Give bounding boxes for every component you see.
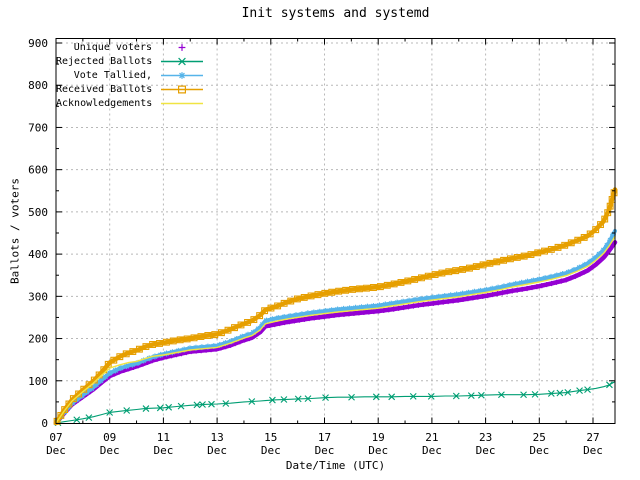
- y-tick-label: 0: [41, 417, 48, 430]
- x-tick-label-day: 15: [264, 431, 277, 444]
- x-tick-label-month: Dec: [422, 444, 442, 457]
- x-tick-label-day: 11: [157, 431, 170, 444]
- x-tick-label-month: Dec: [529, 444, 549, 457]
- x-tick-label-day: 27: [586, 431, 599, 444]
- series-line: [53, 240, 618, 426]
- x-tick-label-month: Dec: [368, 444, 388, 457]
- x-tick-label-day: 13: [210, 431, 223, 444]
- x-tick-label-day: 23: [479, 431, 492, 444]
- series-line: [55, 381, 616, 424]
- series-markers: [54, 231, 616, 425]
- x-tick-label-day: 07: [49, 431, 62, 444]
- x-tick-label-day: 09: [103, 431, 116, 444]
- y-tick-label: 500: [28, 206, 48, 219]
- series-markers: [53, 189, 618, 425]
- series-markers: [54, 381, 613, 427]
- x-tick-label-day: 19: [372, 431, 385, 444]
- y-tick-label: 300: [28, 290, 48, 303]
- x-tick-label-day: 21: [425, 431, 438, 444]
- series-line: [55, 235, 616, 424]
- x-tick-label-month: Dec: [207, 444, 227, 457]
- x-tick-label-month: Dec: [583, 444, 603, 457]
- x-tick-label-day: 25: [533, 431, 546, 444]
- x-tick-label-month: Dec: [100, 444, 120, 457]
- x-tick-label-day: 17: [318, 431, 331, 444]
- y-tick-label: 100: [28, 375, 48, 388]
- x-tick-label-month: Dec: [261, 444, 281, 457]
- y-tick-label: 800: [28, 79, 48, 92]
- x-tick-label-month: Dec: [315, 444, 335, 457]
- series-line: [53, 187, 618, 426]
- y-tick-label: 900: [28, 37, 48, 50]
- y-tick-label: 700: [28, 121, 48, 134]
- y-tick-label: 600: [28, 164, 48, 177]
- y-tick-label: 200: [28, 333, 48, 346]
- y-tick-label: 400: [28, 248, 48, 261]
- x-tick-label-month: Dec: [476, 444, 496, 457]
- x-tick-label-month: Dec: [153, 444, 173, 457]
- x-tick-label-month: Dec: [46, 444, 66, 457]
